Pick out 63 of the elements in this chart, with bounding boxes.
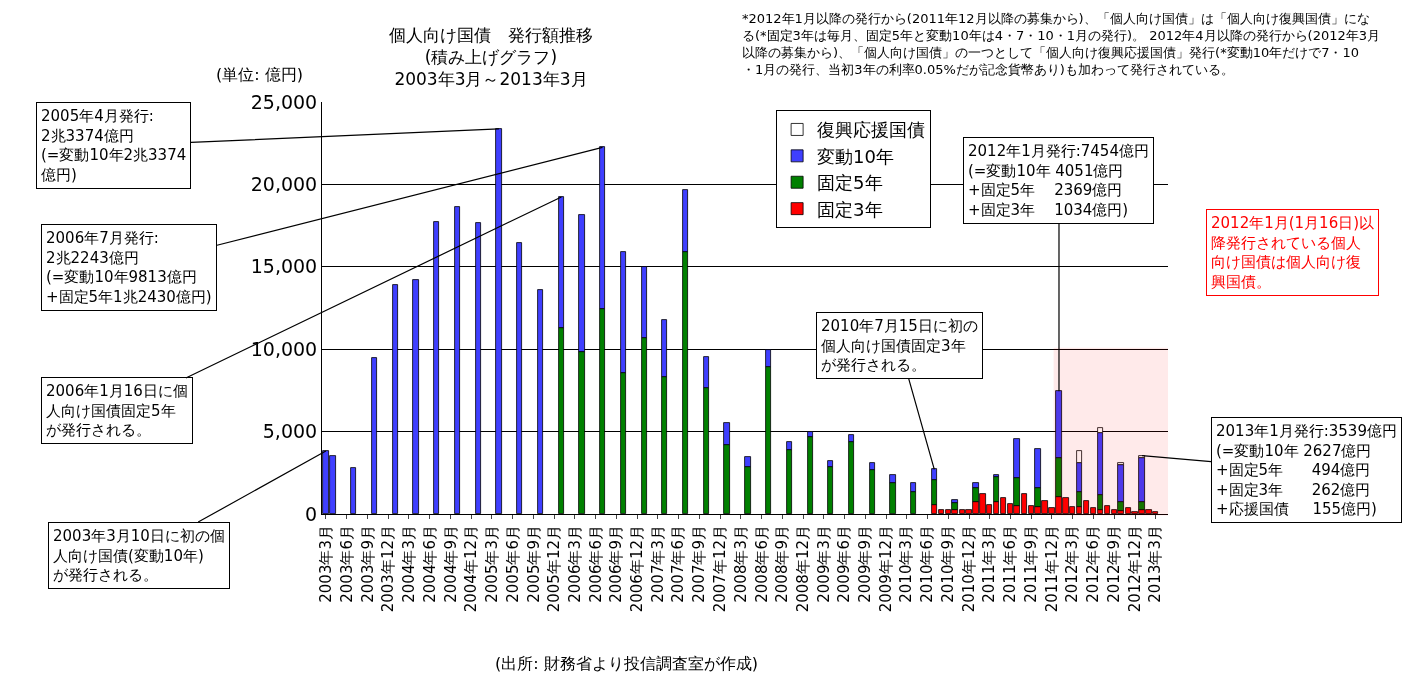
x-tick-label: 2011年3月	[980, 525, 999, 603]
x-tick-label: 2009年6月	[835, 525, 854, 603]
x-tick-label: 2003年3月	[316, 525, 335, 603]
x-tick-label: 2006年6月	[586, 525, 605, 603]
legend-label: 変動10年	[817, 145, 895, 167]
annotation: 2010年7月15日に初の個人向け国債固定3年が発行される。	[821, 317, 978, 374]
x-tick-label: 2005年6月	[503, 525, 522, 603]
y-tick-label: 10,000	[250, 337, 318, 360]
x-tick-label: 2008年9月	[773, 525, 792, 603]
y-tick-label: 15,000	[250, 255, 318, 278]
x-tick-label: 2003年9月	[358, 525, 377, 603]
x-tick-label: 2010年9月	[939, 525, 958, 603]
x-tick-label: 2006年12月	[628, 525, 647, 613]
y-tick-label: 5,000	[262, 420, 318, 443]
band-label: 2012年1月(1月16日)以降発行されている個人向け国債は個人向け復興国債。	[1211, 214, 1375, 291]
x-tick-label: 2007年6月	[669, 525, 688, 603]
annotation: 2005年4月発行: 2兆3374億円 (=変動10年2兆3374 億円)	[41, 107, 187, 184]
x-tick-label: 2006年3月	[565, 525, 584, 603]
y-tick-label: 25,000	[250, 90, 318, 113]
annotation: 2003年3月10日に初の個人向け国債(変動10年)が発行される。	[53, 527, 225, 584]
x-tick-label: 2003年12月	[379, 525, 398, 613]
legend-label: 固定5年	[817, 172, 883, 194]
x-tick-label: 2011年6月	[1001, 525, 1020, 603]
x-tick-label: 2009年9月	[856, 525, 875, 603]
x-tick-label: 2010年12月	[959, 525, 978, 613]
x-tick-label: 2012年3月	[1063, 525, 1082, 603]
x-tick-label: 2010年6月	[918, 525, 937, 603]
x-tick-label: 2008年6月	[752, 525, 771, 603]
legend-label: 固定3年	[817, 198, 883, 220]
x-tick-label: 2012年9月	[1105, 525, 1124, 603]
x-tick-label: 2010年3月	[897, 525, 916, 603]
y-tick-label: 0	[305, 502, 318, 525]
chart-title: 個人向け国債 発行額推移 (積み上げグラフ) 2003年3月～2013年3月	[389, 25, 593, 90]
x-tick-label: 2004年9月	[441, 525, 460, 603]
x-tick-label: 2006年9月	[607, 525, 626, 603]
x-tick-label: 2012年12月	[1125, 525, 1144, 613]
x-tick-label: 2007年12月	[711, 525, 730, 613]
x-tick-label: 2003年6月	[337, 525, 356, 603]
legend-label: 復興応援国債	[817, 119, 926, 141]
annotation: 2012年1月発行:7454億円 (=変動10年 4051億円 +固定5年 2369億円 +固定3年 1034億円)	[968, 142, 1149, 219]
y-axis-title: (単位: 億円)	[216, 65, 303, 84]
x-tick-label: 2011年12月	[1042, 525, 1061, 613]
x-tick-label: 2013年3月	[1146, 525, 1165, 603]
x-tick-label: 2005年12月	[545, 525, 564, 613]
x-tick-label: 2009年3月	[814, 525, 833, 603]
x-tick-label: 2005年9月	[524, 525, 543, 603]
x-tick-label: 2011年9月	[1022, 525, 1041, 603]
annotation: 2006年7月発行: 2兆2243億円 (=変動10年9813億円 +固定5年1兆2430億円)	[46, 229, 212, 306]
x-tick-label: 2009年12月	[877, 525, 896, 613]
text: (出所: 財務省より投信調査室が作成)	[495, 654, 758, 673]
x-tick-label: 2004年3月	[399, 525, 418, 603]
x-tick-label: 2008年12月	[794, 525, 813, 613]
y-tick-label: 20,000	[250, 173, 318, 196]
x-tick-label: 2007年3月	[648, 525, 667, 603]
x-tick-label: 2012年6月	[1084, 525, 1103, 603]
x-tick-label: 2005年3月	[482, 525, 501, 603]
x-tick-label: 2008年3月	[731, 525, 750, 603]
x-tick-label: 2004年6月	[420, 525, 439, 603]
x-tick-label: 2007年9月	[690, 525, 709, 603]
x-tick-label: 2004年12月	[462, 525, 481, 613]
text: *2012年1月以降の発行から(2011年12月以降の募集から)、「個人向け国債」は「個人向け復興国債」になる(*固定3年は毎月、固定5年と変動10年は4・7・10・1月の発行)。 2012年4月以降の発行から(2012年3月以降の募集から)、「個人向け国債」の一つとして「個人向け復興応援国債」発行(*変動10年だけで7・10・1月の発行、当初3年の利率0.05%だが記念貨幣あり)も加わって発行されている。	[742, 11, 1380, 77]
annotation: 2006年1月16日に個人向け国債固定5年が発行される。	[46, 382, 188, 439]
annotation: 2013年1月発行:3539億円 (=変動10年 2627億円 +固定5年 494億円 +固定3年 262億円 +応援国債 155億円)	[1216, 422, 1397, 518]
